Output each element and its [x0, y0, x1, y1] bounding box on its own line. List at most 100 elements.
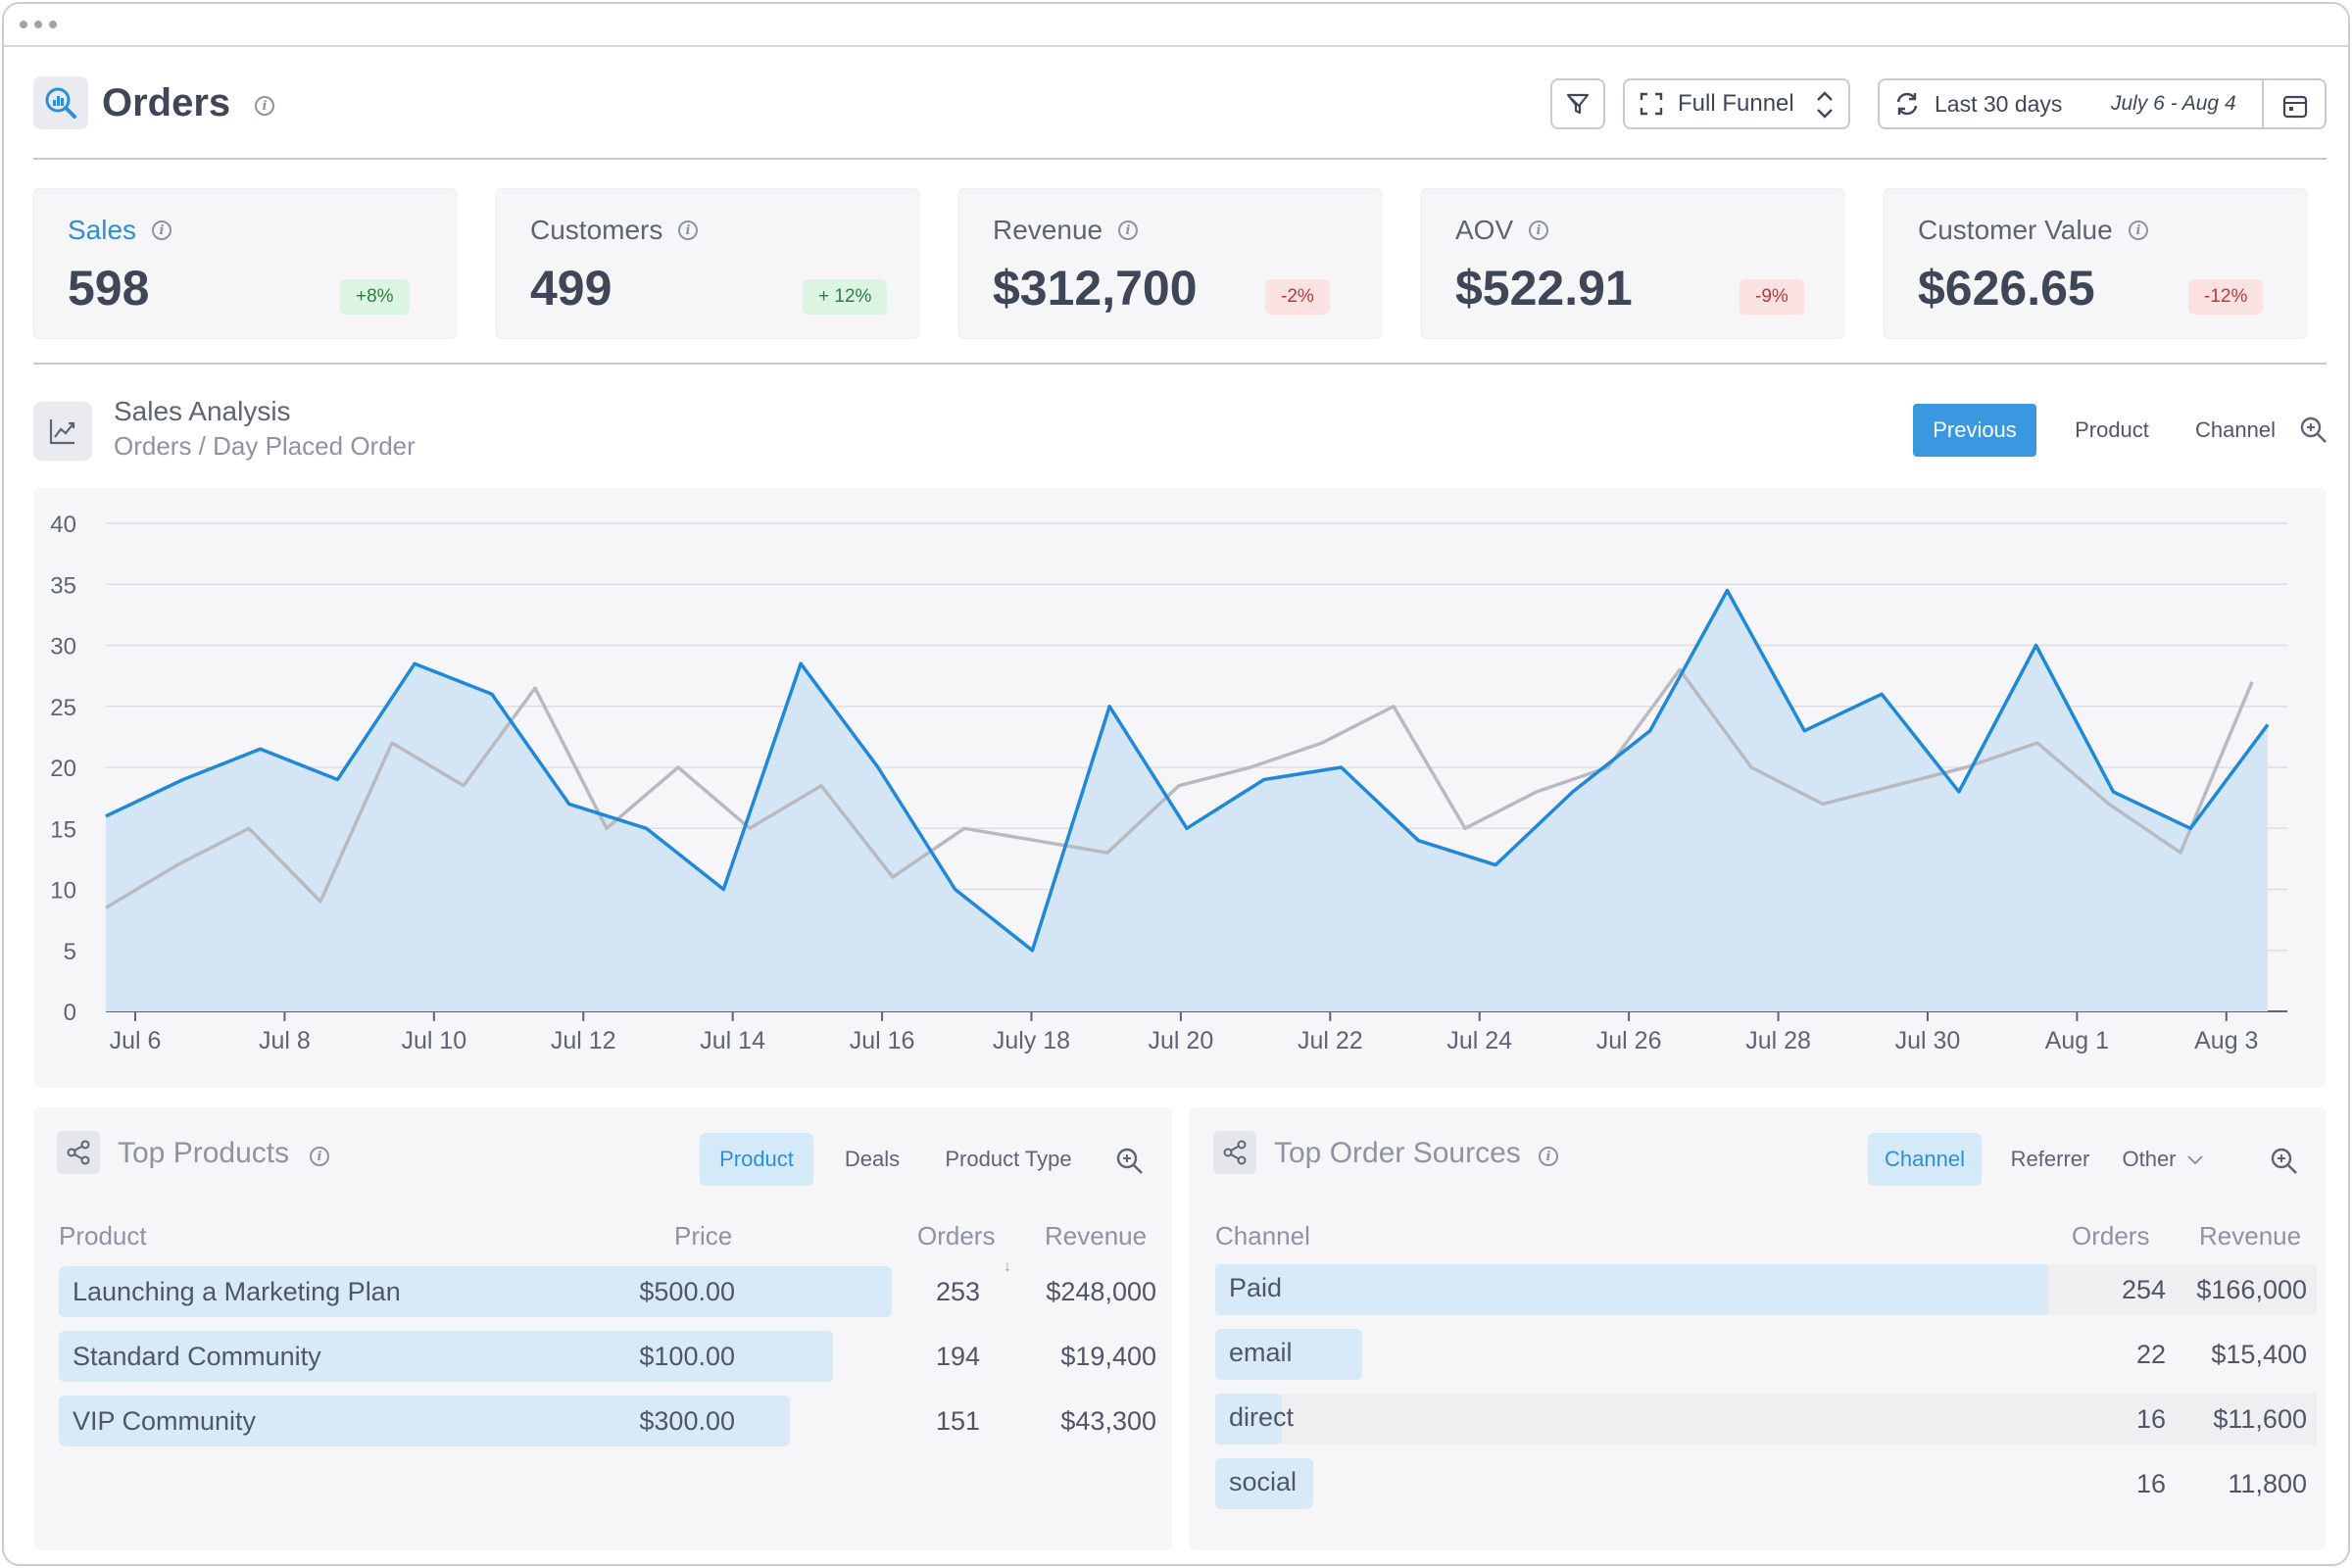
- funnel-select[interactable]: Full Funnel: [1623, 78, 1850, 129]
- calendar-icon[interactable]: [2281, 92, 2309, 120]
- product-revenue: $248,000: [1046, 1277, 1156, 1306]
- filter-icon: [1566, 93, 1590, 115]
- divider: [33, 363, 2327, 365]
- share-icon: [1213, 1131, 1256, 1174]
- kpi-card-revenue[interactable]: Revenue i $312,700 -2%: [958, 188, 1382, 339]
- y-tick-label: 25: [50, 695, 76, 721]
- kpi-card-customer-value[interactable]: Customer Value i $626.65 -12%: [1884, 188, 2307, 339]
- tab-previous[interactable]: Previous: [1913, 404, 2036, 457]
- column-header-revenue[interactable]: Revenue: [2199, 1221, 2302, 1250]
- column-header-orders[interactable]: Orders: [917, 1221, 996, 1250]
- x-tick-label: Jul 20: [1149, 1027, 1214, 1054]
- divider: [33, 158, 2327, 160]
- kpi-card-customers[interactable]: Customers i 499 + 12%: [496, 188, 919, 339]
- kpi-card-sales[interactable]: Sales i 598 +8%: [33, 188, 457, 339]
- sort-down-icon[interactable]: ↓: [1004, 1258, 1011, 1275]
- info-icon[interactable]: i: [1529, 220, 1548, 240]
- x-tick-label: Jul 24: [1446, 1027, 1512, 1054]
- column-header-price[interactable]: Price: [674, 1221, 733, 1250]
- date-range-picker[interactable]: Last 30 days July 6 - Aug 4: [1878, 78, 2327, 129]
- kpi-label: Customers: [530, 215, 663, 245]
- top-order-sources-panel: Top Order Sources i Channel Referrer Oth…: [1190, 1107, 2327, 1550]
- zoom-icon[interactable]: [2270, 1147, 2299, 1176]
- x-tick-label: Jul 28: [1745, 1027, 1811, 1054]
- share-bar: [59, 1266, 892, 1317]
- column-header-orders[interactable]: Orders: [2072, 1221, 2150, 1250]
- table-row[interactable]: direct 16 $11,600: [1215, 1394, 2317, 1445]
- window-dots: [20, 21, 57, 28]
- x-tick-label: Jul 6: [110, 1027, 162, 1054]
- table-row[interactable]: Paid 254 $166,000: [1215, 1264, 2317, 1315]
- channel-name: email: [1229, 1338, 1293, 1367]
- product-name: VIP Community: [73, 1406, 257, 1436]
- panel-title: Top Order Sources: [1274, 1137, 1521, 1169]
- kpi-card-aov[interactable]: AOV i $522.91 -9%: [1421, 188, 1844, 339]
- channel-orders: 22: [2135, 1340, 2166, 1369]
- column-header-product[interactable]: Product: [59, 1221, 147, 1250]
- zoom-icon[interactable]: [2299, 416, 2328, 445]
- table-row[interactable]: VIP Community $300.00 151 $43,300: [59, 1396, 1156, 1446]
- column-header-revenue[interactable]: Revenue: [1045, 1221, 1148, 1250]
- current-series-area: [106, 590, 2268, 1011]
- funnel-label: Full Funnel: [1678, 90, 1794, 117]
- info-icon[interactable]: i: [678, 220, 698, 240]
- table-row[interactable]: email 22 $15,400: [1215, 1329, 2317, 1380]
- x-tick-label: Jul 30: [1895, 1027, 1961, 1054]
- tab-referrer[interactable]: Referrer: [2010, 1147, 2090, 1171]
- x-tick-label: Jul 12: [551, 1027, 616, 1054]
- date-range-text: July 6 - Aug 4: [2111, 92, 2236, 115]
- x-tick-label: July 18: [993, 1027, 1070, 1054]
- expand-icon: [1640, 92, 1663, 116]
- tab-channel[interactable]: Channel: [1868, 1133, 1982, 1186]
- product-price: $500.00: [639, 1277, 735, 1306]
- tab-product[interactable]: Product: [2075, 417, 2149, 442]
- info-icon[interactable]: i: [255, 96, 274, 116]
- channel-name: social: [1229, 1467, 1298, 1496]
- product-price: $300.00: [639, 1406, 735, 1436]
- info-icon[interactable]: i: [1118, 220, 1138, 240]
- y-tick-label: 35: [50, 572, 76, 599]
- info-icon[interactable]: i: [2129, 220, 2148, 240]
- table-row[interactable]: Launching a Marketing Plan $500.00 253 $…: [59, 1266, 1156, 1317]
- column-header-channel[interactable]: Channel: [1215, 1221, 1310, 1250]
- info-icon[interactable]: i: [310, 1147, 329, 1166]
- tab-deals[interactable]: Deals: [844, 1147, 901, 1171]
- date-preset: Last 30 days: [1935, 90, 2063, 117]
- kpi-label: Customer Value: [1918, 215, 2113, 245]
- share-bar: [1215, 1458, 1313, 1509]
- channel-name: Paid: [1229, 1273, 1283, 1302]
- tab-product-type[interactable]: Product Type: [945, 1147, 1072, 1171]
- share-icon: [57, 1131, 100, 1174]
- line-chart-icon: [33, 402, 92, 461]
- kpi-value: $626.65: [1918, 261, 2095, 316]
- x-tick-label: Jul 16: [850, 1027, 915, 1054]
- info-icon[interactable]: i: [1539, 1147, 1558, 1166]
- product-revenue: $43,300: [1060, 1406, 1156, 1436]
- table-row[interactable]: Standard Community $100.00 194 $19,400: [59, 1331, 1156, 1382]
- zoom-icon[interactable]: [1115, 1147, 1145, 1176]
- filter-button[interactable]: [1550, 78, 1605, 129]
- divider: [2262, 80, 2264, 127]
- share-bar: [1215, 1329, 1362, 1380]
- tab-product[interactable]: Product: [700, 1133, 813, 1186]
- product-orders: 151: [935, 1406, 980, 1436]
- kpi-delta-badge: + 12%: [803, 279, 888, 315]
- info-icon[interactable]: i: [152, 220, 172, 240]
- share-bar: [59, 1396, 790, 1446]
- channel-revenue: 11,800: [2228, 1469, 2307, 1498]
- x-tick-label: Jul 10: [401, 1027, 466, 1054]
- kpi-value: $312,700: [993, 261, 1198, 316]
- x-tick-label: Jul 8: [259, 1027, 311, 1054]
- y-tick-label: 20: [50, 756, 76, 782]
- kpi-value: $522.91: [1455, 261, 1633, 316]
- product-orders: 194: [935, 1342, 980, 1371]
- table-row[interactable]: social 16 11,800: [1215, 1458, 2317, 1509]
- section-title: Sales Analysis: [114, 396, 291, 426]
- x-tick-label: Jul 22: [1298, 1027, 1363, 1054]
- tab-channel[interactable]: Channel: [2195, 417, 2276, 442]
- dropdown-label: Other: [2122, 1147, 2177, 1171]
- orders-search-icon: [33, 76, 88, 129]
- panel-title: Top Products: [118, 1137, 290, 1169]
- other-dropdown[interactable]: Other: [2115, 1133, 2213, 1186]
